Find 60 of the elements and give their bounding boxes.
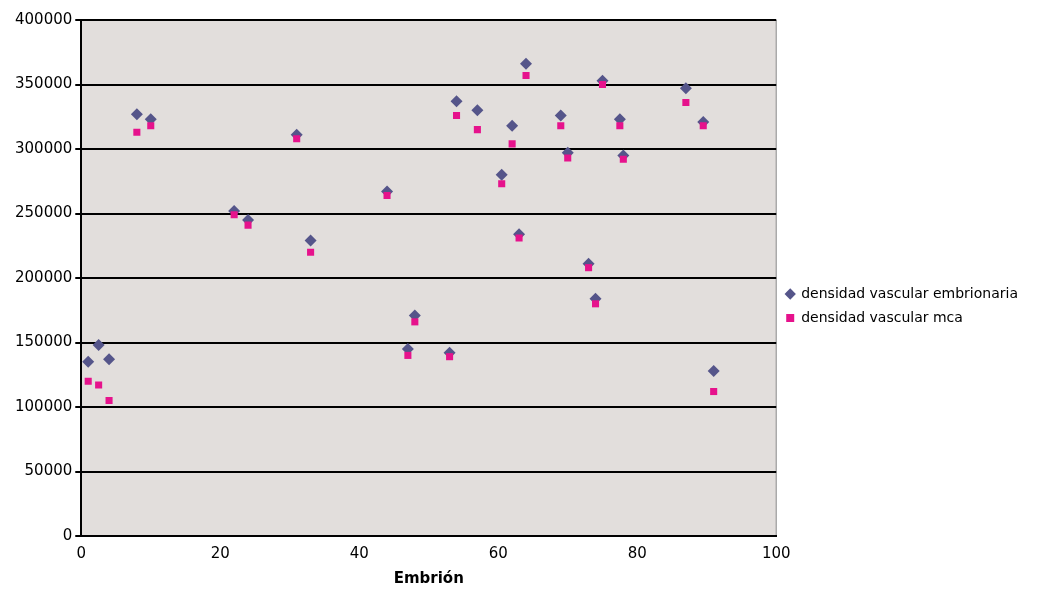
point <box>498 180 506 188</box>
point <box>133 128 141 136</box>
point <box>95 381 103 389</box>
point <box>591 300 600 308</box>
point <box>520 57 533 70</box>
point <box>450 95 463 108</box>
y-tick-label: 50000 <box>24 461 73 480</box>
point <box>515 234 523 242</box>
y-tick-label: 250000 <box>15 203 73 222</box>
y-tick-label: 400000 <box>15 9 73 28</box>
y-tick-label: 200000 <box>15 267 73 286</box>
x-tick-label: 60 <box>488 543 508 562</box>
point <box>453 111 461 119</box>
point <box>564 154 572 162</box>
y-tick-label: 0 <box>62 525 73 544</box>
point <box>598 80 607 89</box>
point <box>82 355 95 368</box>
point <box>508 140 516 148</box>
y-tick-label: 350000 <box>15 74 73 93</box>
point <box>92 339 105 352</box>
point <box>244 221 252 229</box>
point <box>304 234 317 247</box>
point <box>679 82 692 95</box>
point <box>307 248 315 256</box>
point <box>103 353 116 366</box>
legend-label: densidad vascular embrionaria <box>801 284 1019 301</box>
x-tick-label: 40 <box>349 543 369 562</box>
point <box>522 71 530 80</box>
point <box>506 119 519 132</box>
point <box>293 135 301 143</box>
point <box>557 122 565 130</box>
point <box>682 99 690 107</box>
x-tick-label: 0 <box>76 543 87 562</box>
point <box>130 108 143 121</box>
point <box>707 364 720 377</box>
y-tick-label: 150000 <box>15 332 73 351</box>
point <box>473 126 481 134</box>
x-axis-title: Embrión <box>393 568 464 587</box>
y-tick-label: 300000 <box>15 138 73 157</box>
y-tick-label: 100000 <box>15 396 73 415</box>
point <box>411 318 419 326</box>
x-tick-label: 100 <box>761 543 791 562</box>
point <box>147 122 155 130</box>
point <box>585 264 593 272</box>
point <box>404 351 412 359</box>
point <box>619 155 627 163</box>
point <box>710 387 718 396</box>
point <box>105 397 113 405</box>
point <box>699 122 707 130</box>
x-tick-label: 20 <box>210 543 230 562</box>
point <box>495 168 508 181</box>
point <box>554 109 567 122</box>
x-tick-label: 80 <box>627 543 647 562</box>
point <box>471 104 484 117</box>
point <box>84 377 92 385</box>
point <box>383 191 391 199</box>
point <box>446 353 454 361</box>
legend-label: densidad vascular mca <box>801 308 963 325</box>
point <box>230 211 238 219</box>
point <box>616 122 624 130</box>
